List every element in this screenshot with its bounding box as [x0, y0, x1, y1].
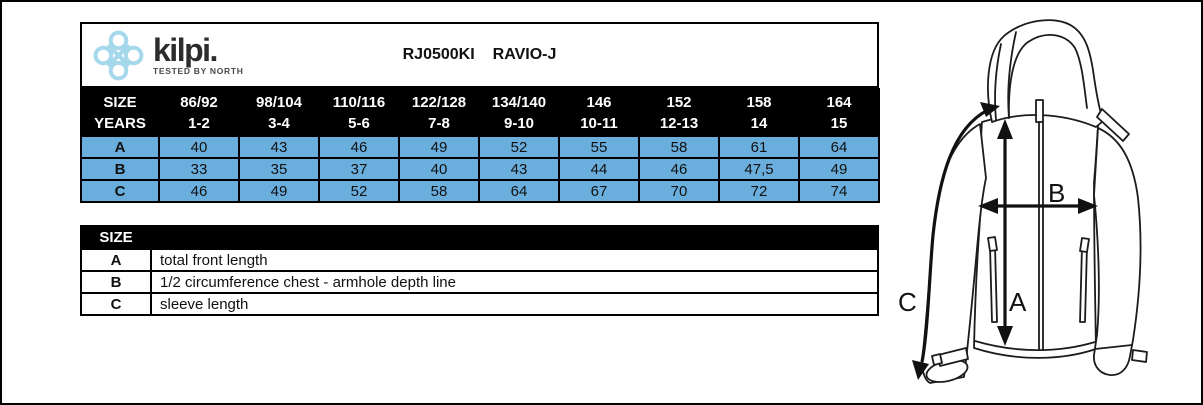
legend-header: SIZE	[80, 225, 152, 250]
size-cell: 43	[478, 157, 560, 181]
jacket-right-pocket	[1079, 245, 1088, 323]
measure-c-arrowhead-bottom	[912, 360, 929, 380]
jacket-right-cuff-strap	[1131, 349, 1148, 363]
legend-label: A	[80, 248, 152, 272]
jacket-right-pocket-pull	[1079, 237, 1090, 253]
jacket-measurement-diagram: A B C	[898, 19, 1148, 384]
measure-c-arrowhead-top	[980, 102, 1000, 117]
size-cell: 37	[318, 157, 400, 181]
size-cell: 64	[798, 135, 880, 159]
jacket-left-pocket	[989, 245, 998, 323]
legend-label: C	[80, 292, 152, 316]
row-label: A	[80, 135, 160, 159]
measure-b-arrowhead-right	[1078, 198, 1098, 214]
size-cell: 33	[158, 157, 240, 181]
legend-header-spacer	[150, 225, 879, 250]
size-cell: 40	[398, 157, 480, 181]
measure-b-arrowhead-left	[978, 198, 998, 214]
size-cell: 44	[558, 157, 640, 181]
jacket-right-sleeve	[1093, 127, 1142, 376]
size-cell: 74	[798, 179, 880, 203]
legend-row-a: A total front length	[80, 248, 879, 272]
col-header: 134/140 9-10	[478, 88, 560, 137]
size-cell: 46	[158, 179, 240, 203]
size-cell: 72	[718, 179, 800, 203]
measure-label-c: C	[898, 287, 917, 317]
size-cell: 55	[558, 135, 640, 159]
size-cell: 58	[638, 135, 720, 159]
size-cell: 46	[318, 135, 400, 159]
col-header: 122/128 7-8	[398, 88, 480, 137]
jacket-zipper-pull	[1035, 99, 1044, 123]
measure-a-arrowhead-top	[997, 119, 1013, 139]
jacket-right-cuff-seam	[1094, 344, 1133, 350]
size-cell: 61	[718, 135, 800, 159]
col-header: 158 14	[718, 88, 800, 137]
size-row-a: A 40 43 46 49 52 55 58 61 64	[80, 135, 880, 159]
size-years-header: SIZE YEARS	[80, 88, 160, 137]
measure-c-arrow	[920, 108, 989, 363]
col-header: 146 10-11	[558, 88, 640, 137]
jacket-collar-flap	[1096, 108, 1130, 142]
legend-description: 1/2 circumference chest - armhole depth …	[150, 270, 879, 294]
col-header: 98/104 3-4	[238, 88, 320, 137]
measure-label-b: B	[1048, 178, 1065, 208]
product-name: RAVIO-J	[492, 46, 557, 63]
brand-title-box: kilpi. TESTED BY NORTH RJ0500KI RAVIO-J	[80, 22, 879, 88]
size-cell: 64	[478, 179, 560, 203]
row-label: B	[80, 157, 160, 181]
size-cell: 49	[238, 179, 320, 203]
legend-header-row: SIZE	[80, 225, 879, 250]
jacket-hood	[987, 19, 1104, 128]
brand-text: kilpi. TESTED BY NORTH	[153, 31, 244, 76]
size-cell: 67	[558, 179, 640, 203]
brand-tagline: TESTED BY NORTH	[153, 65, 244, 76]
jacket-left-cuff-buckle	[931, 353, 943, 366]
size-cell: 52	[318, 179, 400, 203]
size-cell: 35	[238, 157, 320, 181]
brand-wordmark: kilpi.	[153, 31, 218, 68]
size-row-b: B 33 35 37 40 43 44 46 47,5 49	[80, 157, 880, 181]
jacket-left-pocket-pull	[987, 236, 998, 252]
size-table-header-row: SIZE YEARS 86/92 1-2 98/104 3-4 110/116 5-6…	[80, 88, 880, 137]
legend-description: total front length	[150, 248, 879, 272]
col-header: 86/92 1-2	[158, 88, 240, 137]
col-header: 110/116 5-6	[318, 88, 400, 137]
brand-logo: kilpi. TESTED BY NORTH	[82, 28, 244, 83]
size-cell: 70	[638, 179, 720, 203]
document-title: RJ0500KI RAVIO-J	[82, 24, 877, 86]
size-cell: 49	[398, 135, 480, 159]
row-label: C	[80, 179, 160, 203]
legend-table: SIZE A total front length B 1/2 circumfe…	[80, 225, 879, 316]
size-cell: 46	[638, 157, 720, 181]
col-header: 152 12-13	[638, 88, 720, 137]
jacket-hood-opening	[1008, 34, 1088, 119]
size-table: SIZE YEARS 86/92 1-2 98/104 3-4 110/116 5-6…	[80, 88, 880, 203]
measure-a-arrowhead-bottom	[997, 326, 1013, 346]
legend-row-c: C sleeve length	[80, 292, 879, 316]
col-header: 164 15	[798, 88, 880, 137]
size-row-c: C 46 49 52 58 64 67 70 72 74	[80, 179, 880, 203]
measure-label-a: A	[1009, 287, 1027, 317]
size-cell: 49	[798, 157, 880, 181]
size-cell: 43	[238, 135, 320, 159]
kilpi-knot-icon	[91, 28, 146, 83]
jacket-hood-seam	[994, 43, 1002, 121]
legend-label: B	[80, 270, 152, 294]
legend-row-b: B 1/2 circumference chest - armhole dept…	[80, 270, 879, 294]
size-cell: 58	[398, 179, 480, 203]
size-cell: 52	[478, 135, 560, 159]
jacket-hem-seam	[974, 340, 1096, 352]
legend-description: sleeve length	[150, 292, 879, 316]
size-cell: 40	[158, 135, 240, 159]
product-code: RJ0500KI	[402, 46, 475, 63]
size-cell: 47,5	[718, 157, 800, 181]
